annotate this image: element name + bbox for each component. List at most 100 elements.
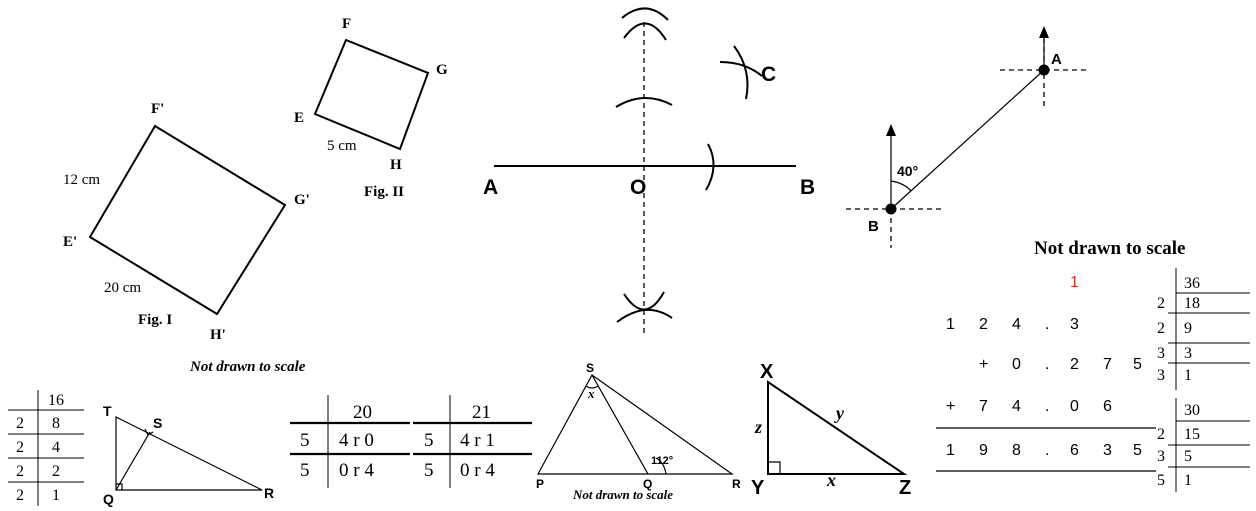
row1-digit: 4 [1012,316,1021,333]
fig2-shape [313,38,430,151]
carry-digit: 1 [1070,274,1079,291]
fig2-vertex-e: E [294,110,304,126]
angle-x-arc [585,385,599,389]
angle-x-label: x [587,386,595,401]
bearing-line-ab [890,69,1045,210]
base5-right-top: 21 [472,402,491,423]
triangle-vertex-r: R [732,477,741,491]
triangle-vertex-t: T [103,403,112,419]
fig1-vertex-f: F' [151,101,164,117]
table16-divisor: 2 [16,487,24,504]
table16-divisor: 2 [16,463,24,480]
table36-top: 36 [1184,275,1200,292]
row2-digit: + [979,356,988,373]
triangle-scale-note: Not drawn to scale [572,487,673,502]
north-arrow-b-icon [886,124,896,136]
arc-bottom-lower [623,291,665,311]
row1-digit: 1 [946,316,955,333]
point-b-dot [885,203,897,215]
fig1-vertex-g: G' [294,192,310,208]
row2-digit: 0 [1012,356,1021,373]
arc-c-second [719,61,763,77]
table16-quotient: 4 [52,439,60,456]
result-digit: 9 [979,442,988,459]
fig2-vertex-f: F [342,16,351,32]
row2-digit: 2 [1070,356,1079,373]
base5-table-20: 20 5 4 r 0 5 0 r 4 [290,395,410,488]
table30-quotient: 15 [1184,426,1200,443]
triangle-vertex-r: R [264,485,274,501]
triangle-tqr-shape [115,416,263,491]
row2-digit: 7 [1103,356,1112,373]
row3-digit: 7 [979,398,988,415]
factor-table-16: 16 2 8 2 4 2 2 2 1 [8,390,84,506]
point-a-dot [1038,64,1050,76]
base5-right-divisor: 5 [424,430,434,451]
triangle-tqr: T S Q R [103,403,274,507]
base5-table-21: 21 5 4 r 1 5 0 r 4 [413,395,532,488]
table30-divisor: 3 [1157,448,1165,465]
result-digit: 6 [1070,442,1079,459]
table36-quotient: 18 [1184,295,1200,312]
base5-right-result: 4 r 1 [460,430,495,451]
fig1-caption: Fig. I [138,312,172,328]
decimal-addition: 1 1 2 4 . 3 + 0 . 2 7 5 + 7 4 . 0 6 1 9 … [936,274,1156,472]
bearing-point-b: B [868,218,879,235]
row3-digit: + [946,398,955,415]
bearing-angle-label: 40° [897,163,918,179]
base5-left-divisor: 5 [300,430,310,451]
table36-divisor: 2 [1157,320,1165,337]
base5-left-top: 20 [353,402,372,423]
triangle-vertex-q: Q [643,477,652,491]
arc-middle [615,97,673,108]
table16-quotient: 8 [52,415,60,432]
triangle-vertex-s: S [586,361,594,375]
quadrilateral-fig2: F G E H 5 cm Fig. II [294,16,448,200]
table30-top: 30 [1184,402,1200,419]
fig1-side-12cm-label: 12 cm [63,172,100,188]
triangle-vertex-s: S [153,415,162,431]
fig2-side-5cm-label: 5 cm [327,138,357,154]
base5-left-divisor: 5 [300,460,310,481]
right-angle-s [144,428,154,436]
bearing-diagram: A B 40° [846,26,1087,248]
fig1-side-20cm-label: 20 cm [104,280,141,296]
table36-divisor: 3 [1157,367,1165,384]
bisector-construction: A O B C [483,7,815,337]
result-digit: 1 [946,442,955,459]
right-angle-q [116,483,123,490]
table30-divisor: 5 [1157,472,1165,489]
table36-divisor: 2 [1157,295,1165,312]
bisector-point-o: O [630,176,646,199]
result-digit: 8 [1012,442,1021,459]
row3-digit: 6 [1103,398,1112,415]
row3-digit: 4 [1012,398,1021,415]
factor-table-36: 36 2 18 2 9 3 3 3 1 [1157,268,1250,390]
row3-digit: 0 [1070,398,1079,415]
bearing-point-a: A [1051,51,1062,68]
triangle-xyz: X Y Z z y x [751,361,911,499]
row1-digit: 3 [1070,316,1079,333]
north-arrow-a-icon [1039,26,1049,38]
arc-on-ab [705,143,715,191]
table16-divisor: 2 [16,439,24,456]
fig2-caption: Fig. II [364,184,404,200]
row1-digit: 2 [979,316,988,333]
result-digit: 5 [1133,442,1142,459]
triangle-vertex-x: X [760,361,774,383]
bearing-angle-arc [890,180,912,192]
arc-top-upper [621,7,669,21]
result-digit: 3 [1103,442,1112,459]
row1-digit: . [1045,316,1049,333]
triangle-xyz-shape [767,380,908,475]
base5-left-result: 4 r 0 [339,430,374,451]
side-y-label: y [834,403,845,423]
table30-quotient: 5 [1184,448,1192,465]
table36-quotient: 1 [1184,367,1192,384]
table30-quotient: 1 [1184,472,1192,489]
fig1-vertex-e: E' [63,234,77,250]
fig1-shape [88,124,287,316]
table30-divisor: 2 [1157,426,1165,443]
base5-right-divisor: 5 [424,460,434,481]
